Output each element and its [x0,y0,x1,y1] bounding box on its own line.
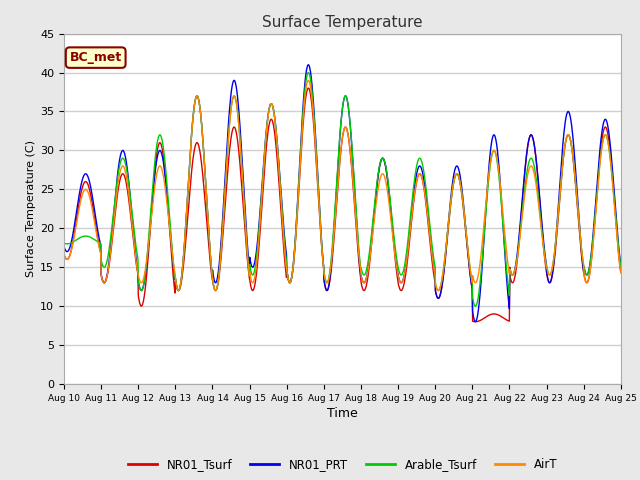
AirT [429,261,437,266]
Arable_Tsurf [502,264,510,269]
Legend: NR01_Tsurf, NR01_PRT, Arable_Tsurf, AirT: NR01_Tsurf, NR01_PRT, Arable_Tsurf, AirT [123,453,562,475]
X-axis label: Time: Time [327,407,358,420]
Arable_Tsurf [305,70,312,75]
NR01_Tsurf [246,280,254,286]
NR01_PRT [246,257,254,263]
NR01_PRT [472,319,479,324]
Title: Surface Temperature: Surface Temperature [262,15,422,30]
NR01_PRT [617,262,625,267]
Arable_Tsurf [184,189,191,194]
Arable_Tsurf [472,303,479,309]
Arable_Tsurf [60,240,68,246]
NR01_Tsurf [502,317,510,323]
AirT [502,246,510,252]
NR01_PRT [184,189,191,194]
NR01_PRT [305,62,312,68]
NR01_Tsurf [60,252,68,257]
NR01_Tsurf [170,284,178,289]
Arable_Tsurf [617,263,625,268]
Arable_Tsurf [170,269,178,275]
AirT [170,266,178,272]
NR01_PRT [429,259,437,265]
NR01_Tsurf [429,267,437,273]
AirT [305,77,312,83]
NR01_Tsurf [184,213,191,218]
Arable_Tsurf [552,241,559,247]
Line: NR01_PRT: NR01_PRT [64,65,621,322]
NR01_PRT [502,271,510,277]
Line: NR01_Tsurf: NR01_Tsurf [64,88,621,322]
Text: BC_met: BC_met [70,51,122,64]
Line: Arable_Tsurf: Arable_Tsurf [64,72,621,306]
AirT [60,252,68,258]
NR01_Tsurf [552,247,559,253]
AirT [617,270,625,276]
AirT [184,189,191,194]
AirT [246,272,254,277]
NR01_PRT [60,243,68,249]
AirT [552,241,559,247]
Arable_Tsurf [429,252,437,257]
NR01_Tsurf [305,85,312,91]
NR01_Tsurf [617,270,625,276]
Arable_Tsurf [246,264,254,270]
Y-axis label: Surface Temperature (C): Surface Temperature (C) [26,140,36,277]
Line: AirT: AirT [64,80,621,290]
NR01_PRT [552,242,559,248]
AirT [435,288,442,293]
NR01_Tsurf [472,319,479,324]
NR01_PRT [170,271,178,277]
